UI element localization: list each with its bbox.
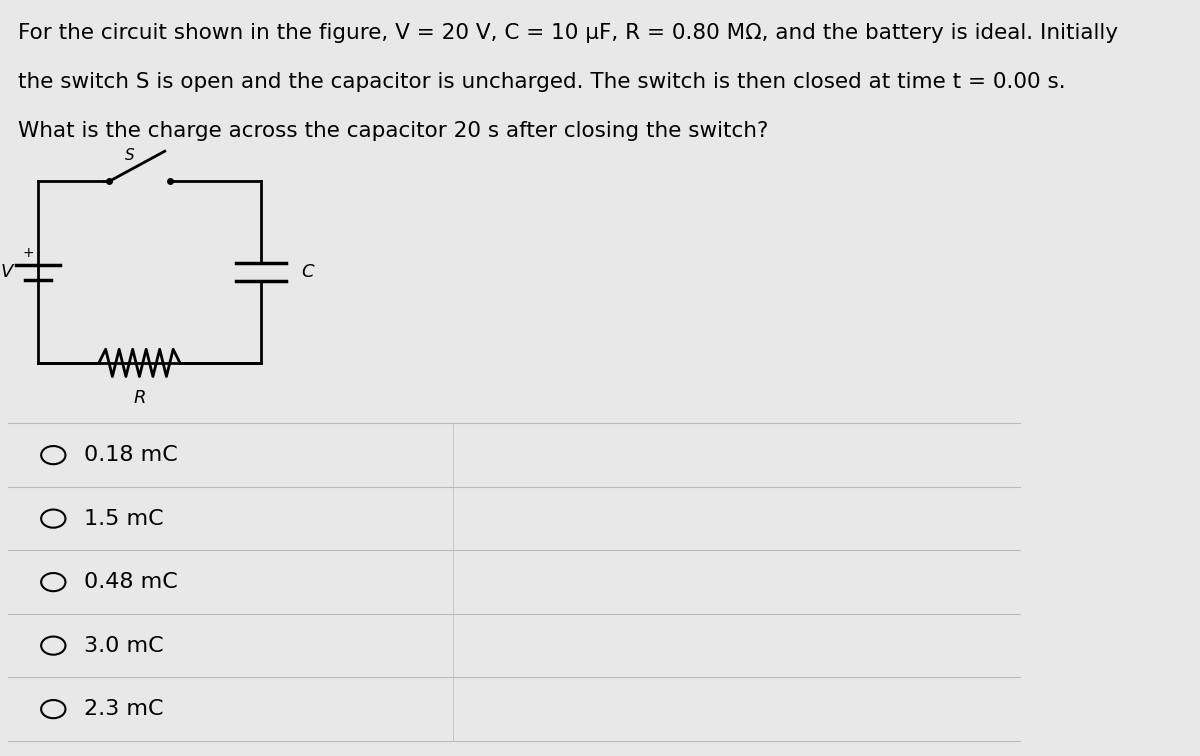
Text: 0.48 mC: 0.48 mC xyxy=(84,572,178,592)
Text: the switch S is open and the capacitor is uncharged. The switch is then closed a: the switch S is open and the capacitor i… xyxy=(18,72,1066,91)
Text: +: + xyxy=(22,246,34,260)
Text: What is the charge across the capacitor 20 s after closing the switch?: What is the charge across the capacitor … xyxy=(18,121,768,141)
Text: C: C xyxy=(301,263,314,281)
Text: V: V xyxy=(0,263,13,281)
Text: 2.3 mC: 2.3 mC xyxy=(84,699,163,719)
Text: For the circuit shown in the figure, V = 20 V, C = 10 μF, R = 0.80 MΩ, and the b: For the circuit shown in the figure, V =… xyxy=(18,23,1118,42)
Text: R: R xyxy=(133,389,145,407)
Text: 0.18 mC: 0.18 mC xyxy=(84,445,178,465)
Text: S: S xyxy=(125,147,134,163)
Text: 1.5 mC: 1.5 mC xyxy=(84,509,163,528)
Text: 3.0 mC: 3.0 mC xyxy=(84,636,163,655)
